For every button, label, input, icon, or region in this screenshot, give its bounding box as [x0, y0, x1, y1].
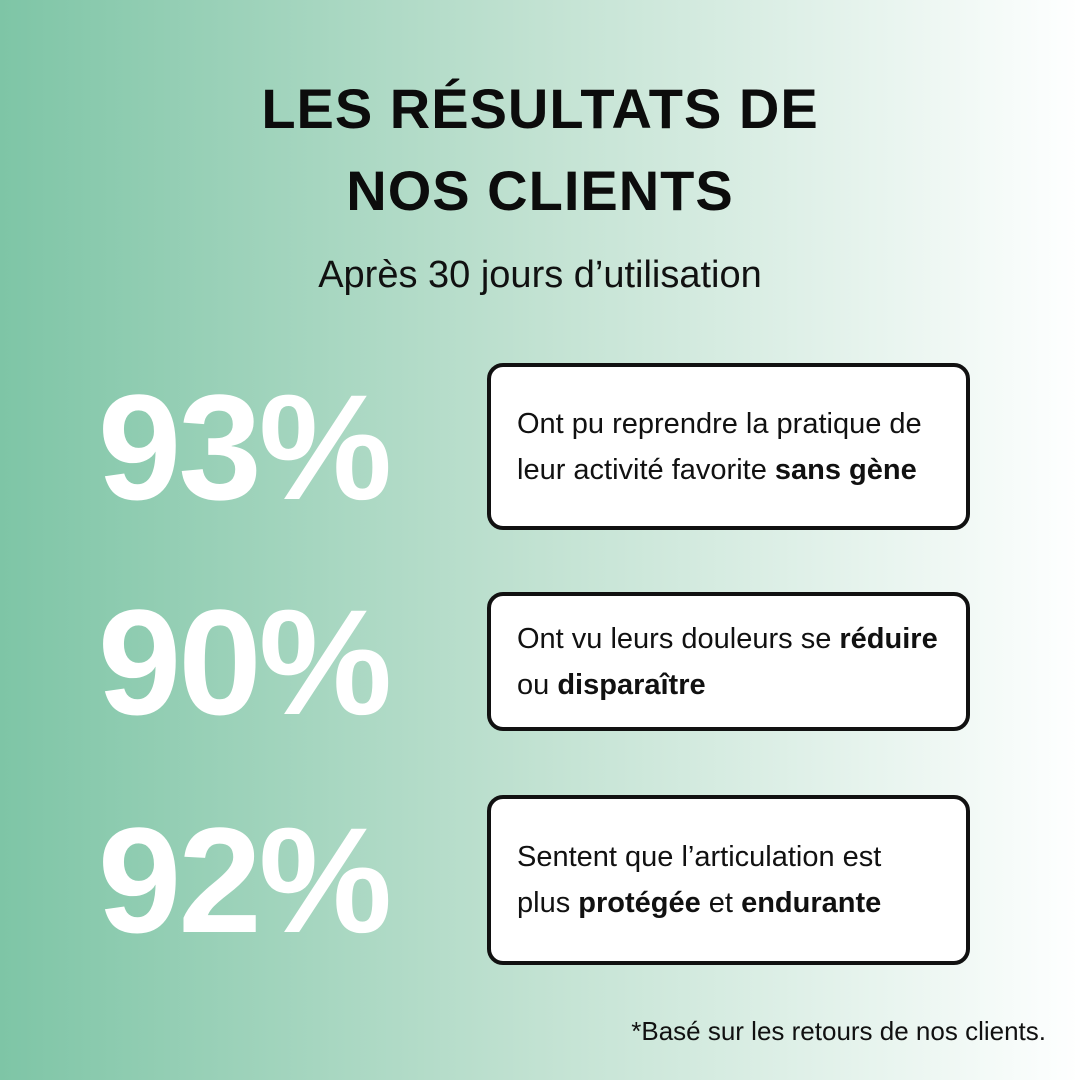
- stat-value-90: 90%: [97, 577, 392, 746]
- stat-value-cell-2: 90%: [0, 587, 487, 737]
- stat-text-segment: Ont vu leurs douleurs se: [517, 622, 840, 655]
- stat-box-1: Ont pu reprendre la pratique de leur act…: [487, 363, 970, 530]
- stat-row-2: 90% Ont vu leurs douleurs se réduire ou …: [0, 587, 1080, 737]
- stat-text-segment-bold: disparaître: [557, 668, 706, 701]
- stat-text-segment-bold: sans gène: [774, 453, 917, 486]
- stat-text-2: Ont vu leurs douleurs se réduire ou disp…: [517, 616, 940, 708]
- stat-text-segment: Ont pu reprendre la pratique de leur act…: [517, 407, 922, 486]
- stat-text-3: Sentent que l’articulation est plus prot…: [517, 834, 940, 926]
- stat-text-segment-bold: réduire: [839, 622, 938, 655]
- stat-text-segment: ou: [517, 668, 558, 701]
- stat-value-93: 93%: [97, 362, 392, 531]
- footer-disclaimer: *Basé sur les retours de nos clients.: [631, 1016, 1046, 1046]
- stat-value-92: 92%: [97, 796, 392, 964]
- stat-row-3: 92% Sentent que l’articulation est plus …: [0, 795, 1080, 965]
- stat-value-cell-3: 92%: [0, 805, 487, 955]
- stat-text-segment-bold: endurante: [741, 887, 882, 919]
- stat-text-segment: Sentent que l’articulation est plus: [517, 841, 882, 919]
- page-title-line-2: NOS CLIENTS: [346, 159, 734, 222]
- header: LES RÉSULTATS DE NOS CLIENTS Après 30 jo…: [0, 68, 1080, 297]
- page-subtitle: Après 30 jours d’utilisation: [318, 254, 762, 296]
- stat-value-cell-1: 93%: [0, 372, 487, 522]
- stat-text-1: Ont pu reprendre la pratique de leur act…: [517, 401, 940, 493]
- stat-box-2: Ont vu leurs douleurs se réduire ou disp…: [487, 592, 970, 731]
- stat-row-1: 93% Ont pu reprendre la pratique de leur…: [0, 363, 1080, 530]
- page-title-line-1: LES RÉSULTATS DE: [261, 77, 819, 140]
- stat-text-segment-bold: protégée: [578, 887, 701, 919]
- stat-text-segment: et: [700, 887, 742, 919]
- stat-box-3: Sentent que l’articulation est plus prot…: [487, 795, 970, 965]
